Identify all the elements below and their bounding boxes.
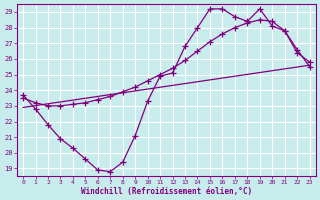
X-axis label: Windchill (Refroidissement éolien,°C): Windchill (Refroidissement éolien,°C)	[81, 187, 252, 196]
